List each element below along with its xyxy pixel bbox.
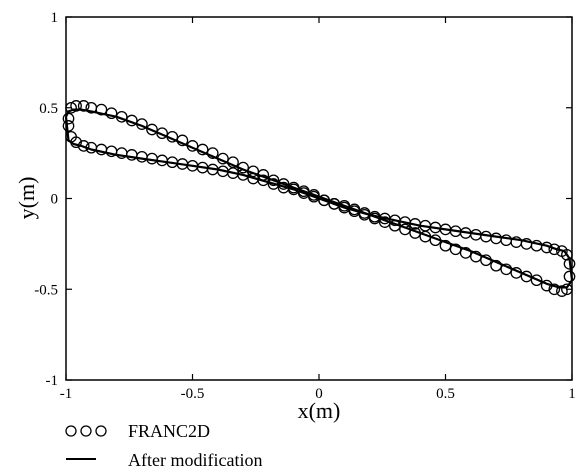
franc2d-point — [561, 283, 573, 296]
y-axis-title: y(m) — [14, 177, 39, 220]
franc2d-point — [409, 227, 421, 239]
legend-circle-marker — [65, 425, 77, 437]
franc2d-point — [62, 120, 75, 132]
franc2d-point — [500, 263, 513, 276]
franc2d-point — [77, 100, 90, 112]
y-tick-label: 1 — [51, 10, 59, 26]
y-tick-label: -0.5 — [34, 282, 58, 298]
x-tick-label: 0.5 — [436, 386, 455, 402]
franc2d-point — [318, 194, 330, 207]
franc2d-point — [136, 118, 148, 130]
x-axis-title: x(m) — [298, 398, 341, 423]
franc2d-point — [490, 232, 502, 245]
franc2d-point — [267, 178, 280, 190]
franc2d-point — [206, 147, 219, 159]
franc2d-point — [65, 130, 77, 143]
ticks-layer: -1 -0.5 0 0.5 1 -1 -0.5 0 0.5 1 — [34, 10, 576, 402]
franc2d-point — [308, 190, 320, 203]
x-tick-label: -0.5 — [181, 386, 205, 402]
franc2d-point — [548, 243, 561, 256]
x-tick-label: 1 — [568, 386, 576, 402]
franc2d-point — [297, 187, 310, 199]
franc2d-point — [459, 247, 472, 259]
franc2d-point — [136, 150, 148, 163]
franc2d-point — [62, 112, 75, 125]
franc2d-point — [95, 103, 108, 116]
franc2d-point — [166, 130, 179, 143]
franc2d-point — [348, 203, 361, 216]
legend-label-franc2d: FRANC2D — [128, 421, 210, 441]
franc2d-point — [105, 107, 118, 120]
franc2d-point — [510, 267, 523, 279]
legend-circle-marker — [95, 425, 107, 437]
franc2d-point — [65, 101, 77, 114]
series-layer — [62, 100, 576, 297]
franc2d-point — [429, 234, 442, 247]
franc2d-point — [556, 285, 568, 297]
franc2d-point — [70, 100, 82, 112]
franc2d-point — [146, 123, 158, 136]
franc2d-point — [358, 207, 371, 219]
franc2d-point — [500, 234, 513, 247]
legend-label-after-modification: After modification — [128, 450, 262, 470]
franc2d-point — [186, 140, 199, 152]
franc2d-point — [520, 270, 533, 283]
franc2d-point — [237, 161, 249, 174]
legend: FRANC2D After modification — [65, 421, 262, 470]
franc2d-point — [196, 143, 209, 156]
franc2d-point — [277, 181, 290, 194]
y-tick-label: 0 — [51, 192, 59, 208]
franc2d-point — [176, 134, 189, 147]
franc2d-point — [85, 141, 98, 154]
franc2d-point — [470, 250, 482, 263]
y-tick-label: 0.5 — [39, 101, 58, 117]
franc2d-point — [247, 165, 260, 178]
franc2d-point — [125, 149, 138, 161]
franc2d-point — [95, 143, 108, 156]
franc2d-point — [563, 270, 576, 283]
franc2d-point — [389, 219, 401, 232]
franc2d-point — [480, 254, 492, 267]
legend-marker-franc2d — [65, 425, 107, 437]
franc2d-point — [490, 259, 502, 272]
franc2d-point — [125, 114, 138, 127]
franc2d-point — [368, 210, 381, 223]
franc2d-point — [115, 110, 128, 123]
x-tick-label: -1 — [60, 386, 73, 402]
franc2d-point — [247, 172, 260, 185]
franc2d-point — [439, 239, 452, 252]
franc2d-point — [540, 279, 553, 292]
franc2d-point — [548, 283, 561, 296]
franc2d-point — [530, 274, 543, 287]
franc2d-point — [556, 245, 568, 257]
franc2d-point — [328, 198, 341, 210]
franc2d-point — [105, 145, 118, 158]
franc2d-point — [217, 152, 229, 165]
franc2d-point — [77, 140, 90, 152]
x-tick-label: 0 — [315, 386, 323, 402]
franc2d-point — [156, 127, 168, 140]
franc2d-point — [399, 223, 411, 236]
legend-circle-marker — [80, 425, 92, 437]
franc2d-point — [257, 169, 270, 181]
franc2d-point — [449, 243, 462, 256]
y-tick-label: -1 — [46, 373, 59, 389]
franc2d-point — [530, 239, 543, 252]
